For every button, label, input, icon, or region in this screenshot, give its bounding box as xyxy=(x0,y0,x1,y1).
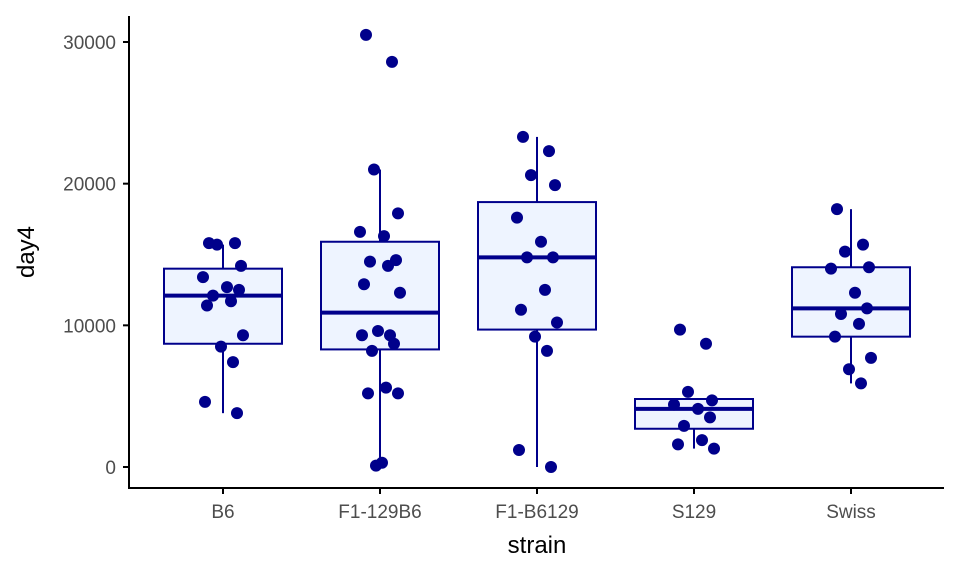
data-point xyxy=(708,442,720,455)
points-swiss xyxy=(825,203,877,390)
x-tick-label: B6 xyxy=(211,502,234,523)
y-axis-title: day4 xyxy=(13,226,40,278)
data-point xyxy=(541,344,553,357)
data-point xyxy=(366,344,378,357)
data-point xyxy=(513,444,525,456)
box-swiss xyxy=(791,209,911,384)
data-point xyxy=(370,459,382,472)
x-tick-label: S129 xyxy=(672,502,716,523)
data-point xyxy=(831,203,843,216)
data-point xyxy=(356,329,368,342)
data-point xyxy=(392,387,404,400)
data-point xyxy=(199,395,211,408)
data-point xyxy=(861,302,873,315)
data-point xyxy=(839,245,851,258)
data-point xyxy=(543,145,555,158)
data-point xyxy=(549,179,561,192)
data-point xyxy=(197,271,209,284)
box-iqr xyxy=(634,398,754,430)
box-iqr xyxy=(477,201,597,331)
data-point xyxy=(829,330,841,343)
points-f1-129b6 xyxy=(354,28,406,472)
data-point xyxy=(825,262,837,275)
box-f1-b6129 xyxy=(477,136,597,467)
data-point xyxy=(515,303,527,316)
data-point xyxy=(706,394,718,407)
data-point xyxy=(551,316,563,329)
x-tick-label: F1-129B6 xyxy=(338,502,421,523)
data-point xyxy=(364,255,376,268)
data-point xyxy=(672,438,684,451)
y-tick-label: 10000 xyxy=(63,316,116,337)
data-point xyxy=(380,381,392,394)
data-point xyxy=(354,225,366,238)
data-point xyxy=(378,230,390,243)
data-point xyxy=(225,295,237,308)
box-f1-129b6 xyxy=(320,169,440,467)
data-point xyxy=(372,325,384,337)
data-point xyxy=(231,407,243,420)
data-point xyxy=(229,237,241,250)
data-point xyxy=(386,55,398,68)
box-s129 xyxy=(634,398,754,449)
data-point xyxy=(237,329,249,342)
data-point xyxy=(835,308,847,320)
data-point xyxy=(368,163,380,176)
data-point xyxy=(227,356,239,369)
y-tick-label: 20000 xyxy=(63,175,116,196)
data-point xyxy=(529,330,541,343)
data-point xyxy=(668,398,680,411)
box-iqr xyxy=(163,267,283,345)
points-b6 xyxy=(197,237,249,420)
data-point xyxy=(392,207,404,220)
box-b6 xyxy=(163,244,283,414)
data-point xyxy=(682,385,694,398)
data-point xyxy=(521,251,533,264)
data-point xyxy=(857,238,869,251)
x-tick-label: Swiss xyxy=(826,502,876,523)
y-tick-label: 30000 xyxy=(63,33,116,54)
data-point xyxy=(674,323,686,336)
data-point xyxy=(696,434,708,447)
data-point xyxy=(235,259,247,272)
data-point xyxy=(388,337,400,350)
data-point xyxy=(517,130,529,143)
data-point xyxy=(362,387,374,400)
data-point xyxy=(704,411,716,424)
data-point xyxy=(855,377,867,390)
data-point xyxy=(843,363,855,376)
data-point xyxy=(394,286,406,299)
data-point xyxy=(849,286,861,299)
data-point xyxy=(863,261,875,274)
points-f1-b6129 xyxy=(511,130,563,473)
data-point xyxy=(233,283,245,296)
x-tick-label: F1-B6129 xyxy=(495,502,578,523)
data-point xyxy=(525,169,537,182)
data-point xyxy=(700,337,712,350)
data-point xyxy=(535,235,547,248)
box-iqr xyxy=(791,266,911,338)
data-point xyxy=(358,278,370,291)
data-point xyxy=(215,340,227,353)
x-axis-title: strain xyxy=(508,532,567,559)
data-point xyxy=(211,238,223,251)
points-s129 xyxy=(668,323,720,455)
data-point xyxy=(207,289,219,302)
y-tick-label: 0 xyxy=(105,458,116,479)
tick-labels: 0 10000 20000 30000 B6 F1-129B6 F1-B6129 S129 Sw… xyxy=(63,33,876,523)
data-point xyxy=(360,28,372,41)
data-point xyxy=(865,351,877,364)
data-point xyxy=(692,402,704,415)
data-point xyxy=(511,211,523,224)
data-point xyxy=(853,317,865,330)
data-point xyxy=(545,461,557,473)
data-point xyxy=(539,283,551,296)
data-point xyxy=(221,281,233,294)
plot-area xyxy=(163,28,911,473)
data-point xyxy=(547,251,559,264)
data-point xyxy=(678,419,690,432)
data-point xyxy=(201,299,213,312)
data-point xyxy=(382,259,394,272)
